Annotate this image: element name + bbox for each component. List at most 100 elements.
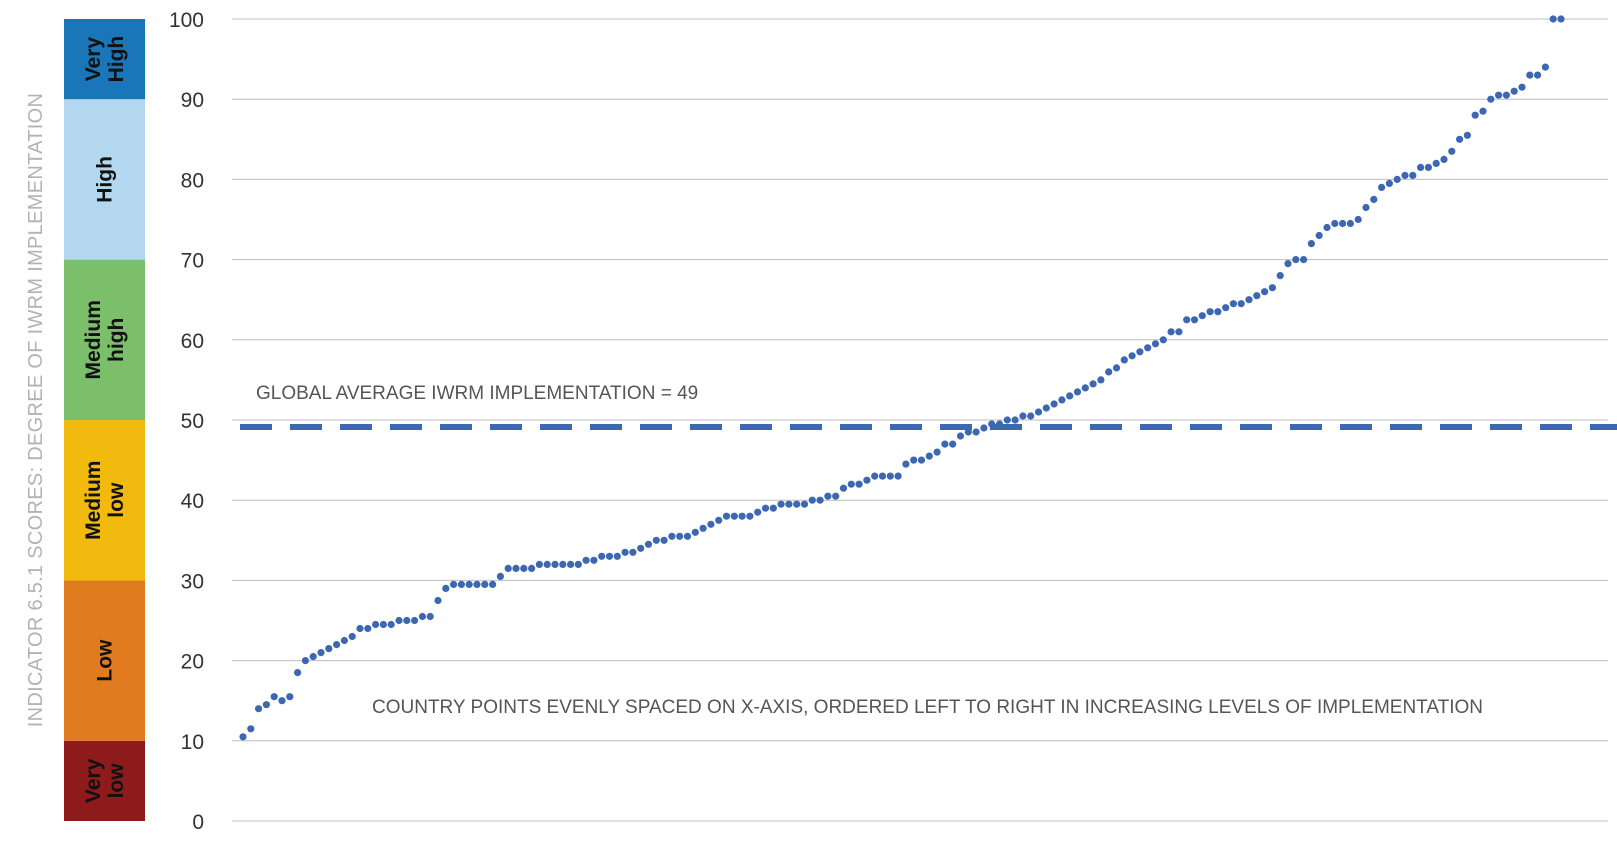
data-point — [403, 616, 411, 625]
data-point — [1034, 408, 1043, 416]
data-point — [871, 472, 879, 480]
data-point — [1011, 416, 1019, 424]
data-point — [1502, 91, 1510, 99]
y-tick-50: 50 — [181, 410, 204, 433]
data-point — [902, 460, 910, 468]
data-point — [473, 580, 481, 589]
data-point — [925, 452, 933, 460]
data-point — [1370, 195, 1378, 203]
data-point — [785, 500, 793, 508]
data-point — [395, 616, 403, 625]
score-bands: Verylow Low Mediumlow Mediumhigh High VeryHig… — [64, 19, 145, 821]
data-point — [995, 420, 1004, 428]
data-point — [754, 508, 762, 516]
data-point — [286, 693, 294, 701]
data-point — [567, 560, 575, 569]
data-point — [1541, 63, 1549, 71]
data-point — [379, 620, 387, 629]
data-point — [496, 572, 504, 581]
data-point — [309, 653, 317, 661]
y-tick-70: 70 — [181, 250, 204, 273]
country-points — [239, 15, 1565, 741]
data-point — [489, 580, 497, 589]
band-label-3: Mediumhigh — [82, 300, 128, 379]
data-point — [956, 432, 965, 440]
data-point — [1222, 304, 1230, 312]
data-point — [691, 528, 699, 536]
data-point — [910, 456, 918, 464]
data-point — [1463, 131, 1471, 139]
data-point — [1081, 384, 1089, 392]
band-0 — [64, 740, 145, 821]
data-point — [457, 580, 465, 589]
data-point — [1339, 219, 1347, 228]
data-point — [325, 645, 333, 653]
data-point — [1300, 256, 1308, 264]
data-point — [605, 552, 614, 560]
data-point — [1471, 111, 1479, 119]
data-point — [1159, 336, 1167, 344]
data-point — [847, 480, 855, 488]
data-point — [278, 697, 286, 705]
y-axis-title-layer: INDICATOR 6.5.1 SCORES: DEGREE OF IWRM I… — [25, 93, 47, 728]
data-point — [348, 632, 356, 641]
data-point — [255, 705, 263, 713]
data-point — [1175, 328, 1183, 336]
band-1 — [64, 580, 145, 741]
data-point — [1362, 203, 1370, 212]
data-point — [1557, 15, 1565, 23]
band-2 — [64, 420, 145, 581]
data-point — [1284, 260, 1292, 268]
y-tick-30: 30 — [181, 570, 204, 593]
band-5 — [64, 19, 145, 100]
data-point — [1073, 388, 1082, 396]
data-point — [668, 532, 676, 540]
y-tick-20: 20 — [181, 651, 204, 674]
data-point — [1190, 316, 1199, 324]
y-tick-labels: 0 10 20 30 40 50 60 70 80 90 100 — [169, 9, 204, 834]
data-point — [1089, 380, 1097, 388]
y-tick-80: 80 — [181, 169, 204, 192]
x-axis-note: COUNTRY POINTS EVENLY SPACED ON X-AXIS, … — [372, 697, 1483, 718]
data-point — [1214, 308, 1222, 316]
data-point — [387, 620, 395, 629]
data-point — [1229, 300, 1237, 308]
data-point — [1479, 107, 1487, 115]
data-point — [520, 564, 528, 573]
data-point — [800, 500, 809, 508]
data-point — [839, 484, 848, 492]
y-tick-40: 40 — [181, 490, 204, 513]
data-point — [621, 548, 629, 556]
data-point — [1401, 171, 1409, 179]
data-point — [442, 584, 450, 593]
gridlines — [232, 18, 1608, 822]
data-point — [1128, 352, 1136, 360]
data-point — [1331, 219, 1339, 228]
global-average-label: GLOBAL AVERAGE IWRM IMPLEMENTATION = 49 — [256, 383, 698, 404]
data-point — [964, 428, 972, 436]
data-point — [1253, 292, 1261, 300]
y-tick-90: 90 — [181, 89, 204, 112]
data-point — [988, 420, 996, 428]
data-point — [1120, 356, 1128, 364]
band-label-0: Verylow — [82, 758, 128, 803]
band-label-2: Mediumlow — [82, 461, 128, 540]
data-point — [933, 448, 941, 456]
data-point — [247, 725, 255, 733]
data-point — [528, 564, 536, 573]
data-point — [301, 657, 309, 665]
data-point — [1050, 400, 1058, 408]
data-point — [722, 512, 731, 520]
data-point — [356, 624, 364, 633]
data-point — [1534, 71, 1542, 79]
data-point — [574, 560, 582, 569]
data-point — [660, 536, 668, 544]
data-point — [1144, 344, 1152, 352]
data-point — [1292, 256, 1300, 264]
data-point — [551, 560, 559, 569]
data-point — [1268, 284, 1276, 292]
data-point — [1276, 272, 1284, 280]
data-point — [652, 536, 660, 544]
data-point — [1440, 155, 1448, 163]
